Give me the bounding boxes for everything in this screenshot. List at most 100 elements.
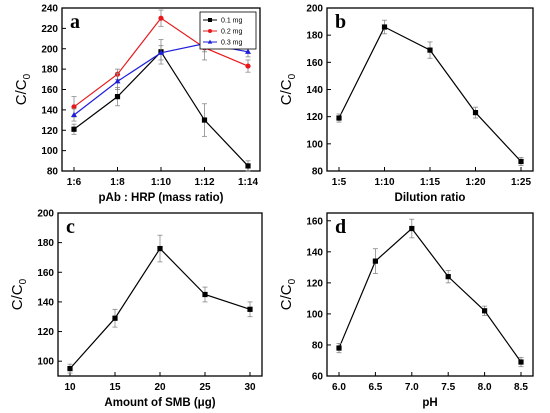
data-point (207, 39, 213, 44)
x-tick-label: 1:20 (465, 177, 485, 188)
y-axis-label-subscript: 0 (22, 73, 33, 79)
x-tick-label: 30 (244, 382, 256, 393)
x-tick-label: 1:14 (238, 177, 258, 188)
y-tick-label: 200 (306, 4, 323, 15)
data-point (472, 109, 479, 116)
x-tick-label: 8.0 (478, 382, 492, 393)
x-tick-label: 6.5 (368, 382, 382, 393)
data-point (71, 104, 77, 110)
y-tick-label: 160 (306, 58, 323, 69)
data-point (518, 359, 524, 365)
x-tick-label: 1:25 (511, 177, 531, 188)
y-tick-label: 140 (306, 247, 323, 258)
y-tick-label: 140 (306, 85, 323, 96)
x-tick-label: 7.0 (405, 382, 419, 393)
y-tick-label: 200 (37, 209, 54, 220)
y-tick-label: 140 (41, 105, 58, 116)
legend-entry: 0.3 mg (221, 40, 243, 47)
panel-label: c (66, 216, 75, 238)
plot-frame (326, 7, 534, 172)
data-point (381, 24, 388, 30)
data-point (208, 18, 212, 22)
x-tick-label: 1:5 (332, 177, 347, 188)
x-tick-label: 1:15 (420, 177, 440, 188)
series-0 (67, 234, 253, 374)
x-tick-label: 1:10 (151, 177, 171, 188)
y-tick-label: 120 (306, 278, 323, 289)
y-tick-label: 140 (37, 297, 54, 308)
y-tick-label: 160 (306, 216, 323, 227)
data-point (482, 308, 488, 314)
x-tick-label: 8.5 (514, 382, 528, 393)
data-point (427, 47, 433, 53)
y-axis-label-subscript: 0 (287, 73, 298, 79)
y-axis-label-subscript: 0 (18, 278, 29, 284)
series-0 (336, 19, 524, 166)
data-point (247, 306, 253, 312)
data-point (157, 245, 163, 252)
x-tick-label: 1:6 (67, 177, 82, 188)
y-tick-label: 200 (41, 44, 58, 55)
x-tick-label: 25 (199, 382, 211, 393)
panel-label: b (335, 11, 346, 33)
data-point (336, 115, 342, 121)
x-tick-label: 1:12 (194, 177, 214, 188)
series-line (73, 50, 249, 167)
x-tick-label: 10 (64, 382, 76, 393)
y-axis-label: C/C0 (13, 73, 33, 105)
y-tick-label: 100 (37, 357, 54, 368)
data-point (71, 126, 77, 132)
legend: 0.1 mg 0.2 mg 0.3 mg (199, 11, 257, 50)
x-tick-label: 7.5 (441, 382, 455, 393)
data-point (71, 111, 77, 118)
x-axis-label: Amount of SMB (μg) (104, 397, 215, 409)
data-point (245, 63, 251, 69)
series-line (69, 247, 251, 369)
y-tick-label: 240 (41, 4, 58, 15)
y-tick-label: 100 (41, 146, 58, 157)
y-axis-label-main: C/C (13, 79, 30, 105)
x-tick-label: 1:8 (110, 177, 125, 188)
y-tick-label: 160 (41, 85, 58, 96)
panel-label: d (335, 216, 346, 238)
panel-a: 80 100 120 140 160 180 200 220 240 1:6 1:8 1:10 1:12… (13, 4, 261, 204)
y-tick-label: 180 (41, 65, 58, 76)
x-axis-label: pAb : HRP (mass ratio) (98, 192, 223, 204)
y-axis-label-main: C/C (278, 79, 295, 105)
data-point (245, 48, 251, 54)
data-point (202, 291, 208, 298)
x-tick-label: 20 (154, 382, 166, 393)
y-axis-label-main: C/C (9, 284, 26, 310)
y-tick-label: 80 (312, 340, 324, 351)
y-tick-label: 100 (306, 309, 323, 320)
data-point (158, 15, 164, 21)
x-tick-label: 6.0 (332, 382, 346, 393)
data-point (114, 94, 121, 100)
x-tick-label: 15 (109, 382, 121, 393)
plot-frame (326, 212, 534, 377)
legend-entry: 0.1 mg (221, 18, 243, 25)
data-point (208, 29, 212, 33)
panel-d: 60 80 100 120 140 160 6.0 6.5 7.0 7.5 8.0 8.5 pH C/C0… (278, 212, 534, 409)
x-axis-label: Dilution ratio (395, 192, 466, 204)
y-tick-label: 100 (306, 139, 323, 150)
data-point (158, 49, 164, 55)
data-point (67, 365, 73, 372)
y-axis-label-subscript: 0 (287, 278, 298, 284)
x-tick-label: 1:10 (374, 177, 394, 188)
y-tick-label: 120 (37, 327, 54, 338)
data-point (445, 274, 451, 280)
y-axis-label: C/C0 (278, 278, 298, 310)
data-point (372, 258, 378, 264)
y-axis-label: C/C0 (9, 278, 29, 310)
data-point (336, 345, 342, 351)
y-tick-label: 80 (47, 167, 59, 178)
y-tick-label: 220 (41, 24, 58, 35)
y-tick-label: 120 (306, 112, 323, 123)
series-0 (336, 218, 524, 368)
y-tick-label: 160 (37, 268, 54, 279)
panel-c: 100 120 140 160 180 200 10 15 20 25 30 Amount of SM… (9, 209, 263, 409)
y-axis-label: C/C0 (278, 73, 298, 105)
legend-entry: 0.2 mg (221, 29, 243, 36)
